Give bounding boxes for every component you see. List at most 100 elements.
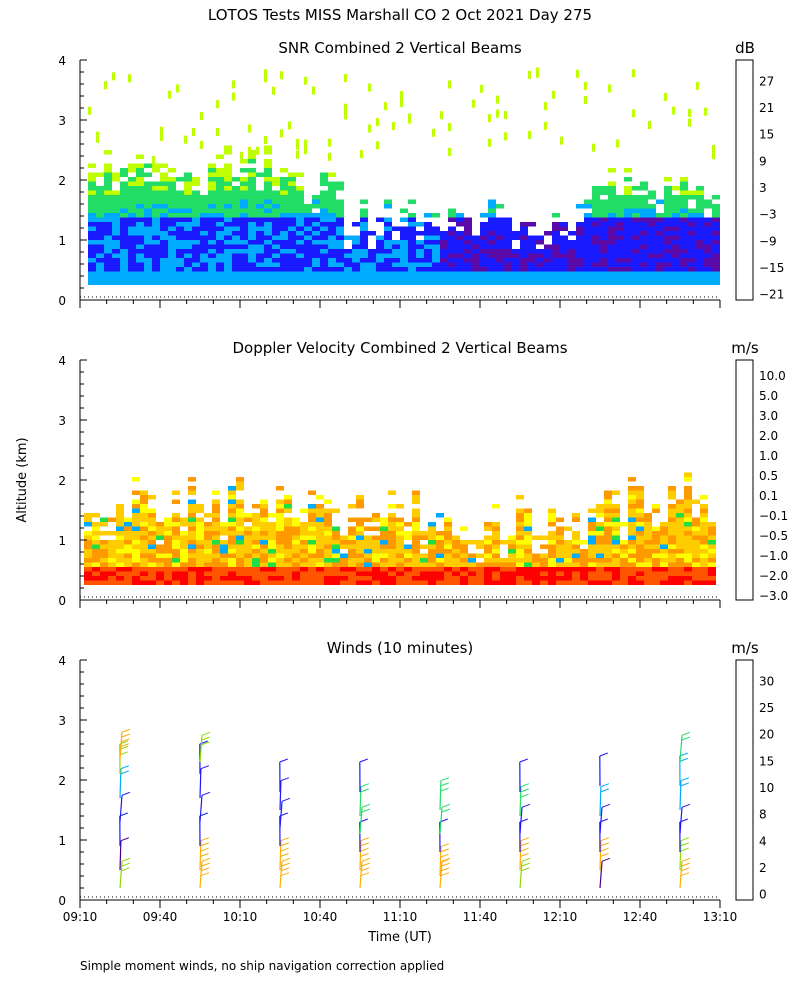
doppler-cell [348, 526, 356, 531]
snr-cell [312, 213, 320, 218]
doppler-cell [188, 526, 196, 531]
snr-cell [136, 231, 144, 236]
doppler-cell [564, 567, 572, 572]
snr-cell [680, 276, 688, 281]
snr-cell [432, 262, 440, 267]
doppler-cell [316, 508, 324, 513]
snr-cell [152, 271, 160, 276]
snr-cell [424, 222, 432, 227]
snr-cell [368, 267, 376, 272]
doppler-cell [308, 508, 316, 513]
snr-cell [224, 208, 232, 213]
snr-cell [640, 181, 648, 186]
snr-cell [320, 172, 328, 177]
snr-cell [704, 244, 712, 249]
doppler-cell [260, 558, 268, 563]
snr-cell [688, 276, 696, 281]
snr-cell [512, 231, 520, 236]
snr-cell [624, 208, 632, 213]
doppler-cell [260, 535, 268, 540]
colorbar1-unit: dB [735, 39, 755, 57]
doppler-cell [580, 576, 588, 581]
snr-cell [336, 267, 344, 272]
doppler-cell [340, 553, 348, 558]
snr-cell [624, 168, 632, 173]
snr-cell [696, 249, 704, 254]
doppler-cell [84, 558, 92, 563]
doppler-cell [412, 495, 420, 500]
doppler-cell [708, 558, 716, 563]
snr-cell [592, 222, 600, 227]
snr-cell [616, 240, 624, 245]
doppler-cell [516, 567, 524, 572]
doppler-cell [204, 513, 212, 518]
snr-cell [680, 217, 688, 222]
doppler-cell [508, 535, 516, 540]
doppler-cell [244, 526, 252, 531]
snr-cell [368, 83, 371, 92]
doppler-cell [116, 531, 124, 536]
doppler-cell [612, 544, 620, 549]
colorbar-label: 30 [759, 674, 774, 688]
doppler-cell [84, 549, 92, 554]
doppler-cell [676, 513, 684, 518]
snr-cell [336, 240, 344, 245]
doppler-cell [188, 571, 196, 576]
doppler-cell [684, 495, 692, 500]
snr-cell [624, 222, 632, 227]
snr-cell [616, 226, 624, 231]
snr-cell [96, 213, 104, 218]
doppler-cell [252, 549, 260, 554]
snr-cell [224, 190, 232, 195]
doppler-cell [356, 553, 364, 558]
snr-cell [200, 249, 208, 254]
doppler-cell [276, 504, 284, 509]
doppler-cell [516, 544, 524, 549]
snr-cell [240, 258, 248, 263]
doppler-cell [188, 549, 196, 554]
doppler-cell [228, 571, 236, 576]
snr-cell [688, 118, 691, 127]
doppler-cell [396, 540, 404, 545]
doppler-cell [564, 562, 572, 567]
snr-cell [672, 280, 680, 285]
doppler-cell [532, 571, 540, 576]
doppler-cell [356, 499, 364, 504]
doppler-cell [428, 535, 436, 540]
snr-cell [168, 244, 176, 249]
snr-cell [232, 80, 235, 89]
snr-cell [200, 253, 208, 258]
snr-cell [576, 244, 584, 249]
doppler-cell [300, 522, 308, 527]
snr-cell [640, 267, 648, 272]
doppler-cell [252, 567, 260, 572]
doppler-cell [132, 571, 140, 576]
doppler-cell [236, 576, 244, 581]
wind-barb-feather [440, 843, 450, 848]
doppler-cell [244, 553, 252, 558]
snr-cell [688, 231, 696, 236]
doppler-cell [468, 571, 476, 576]
doppler-cell [572, 531, 580, 536]
doppler-cell [228, 517, 236, 522]
doppler-cell [660, 562, 668, 567]
doppler-cell [548, 531, 556, 536]
snr-cell [240, 199, 248, 204]
doppler-cell [132, 562, 140, 567]
wind-barb-feather [441, 808, 450, 813]
snr-cell [568, 280, 576, 285]
snr-cell [656, 253, 664, 258]
doppler-cell [604, 508, 612, 513]
snr-cell [200, 208, 208, 213]
doppler-cell [428, 531, 436, 536]
doppler-cell [100, 517, 108, 522]
snr-cell [448, 213, 456, 218]
doppler-cell [252, 553, 260, 558]
snr-cell [144, 235, 152, 240]
snr-cell [688, 195, 696, 200]
doppler-cell [524, 535, 532, 540]
snr-cell [112, 231, 120, 236]
doppler-cell [692, 535, 700, 540]
snr-cell [240, 271, 248, 276]
snr-cell [376, 249, 384, 254]
